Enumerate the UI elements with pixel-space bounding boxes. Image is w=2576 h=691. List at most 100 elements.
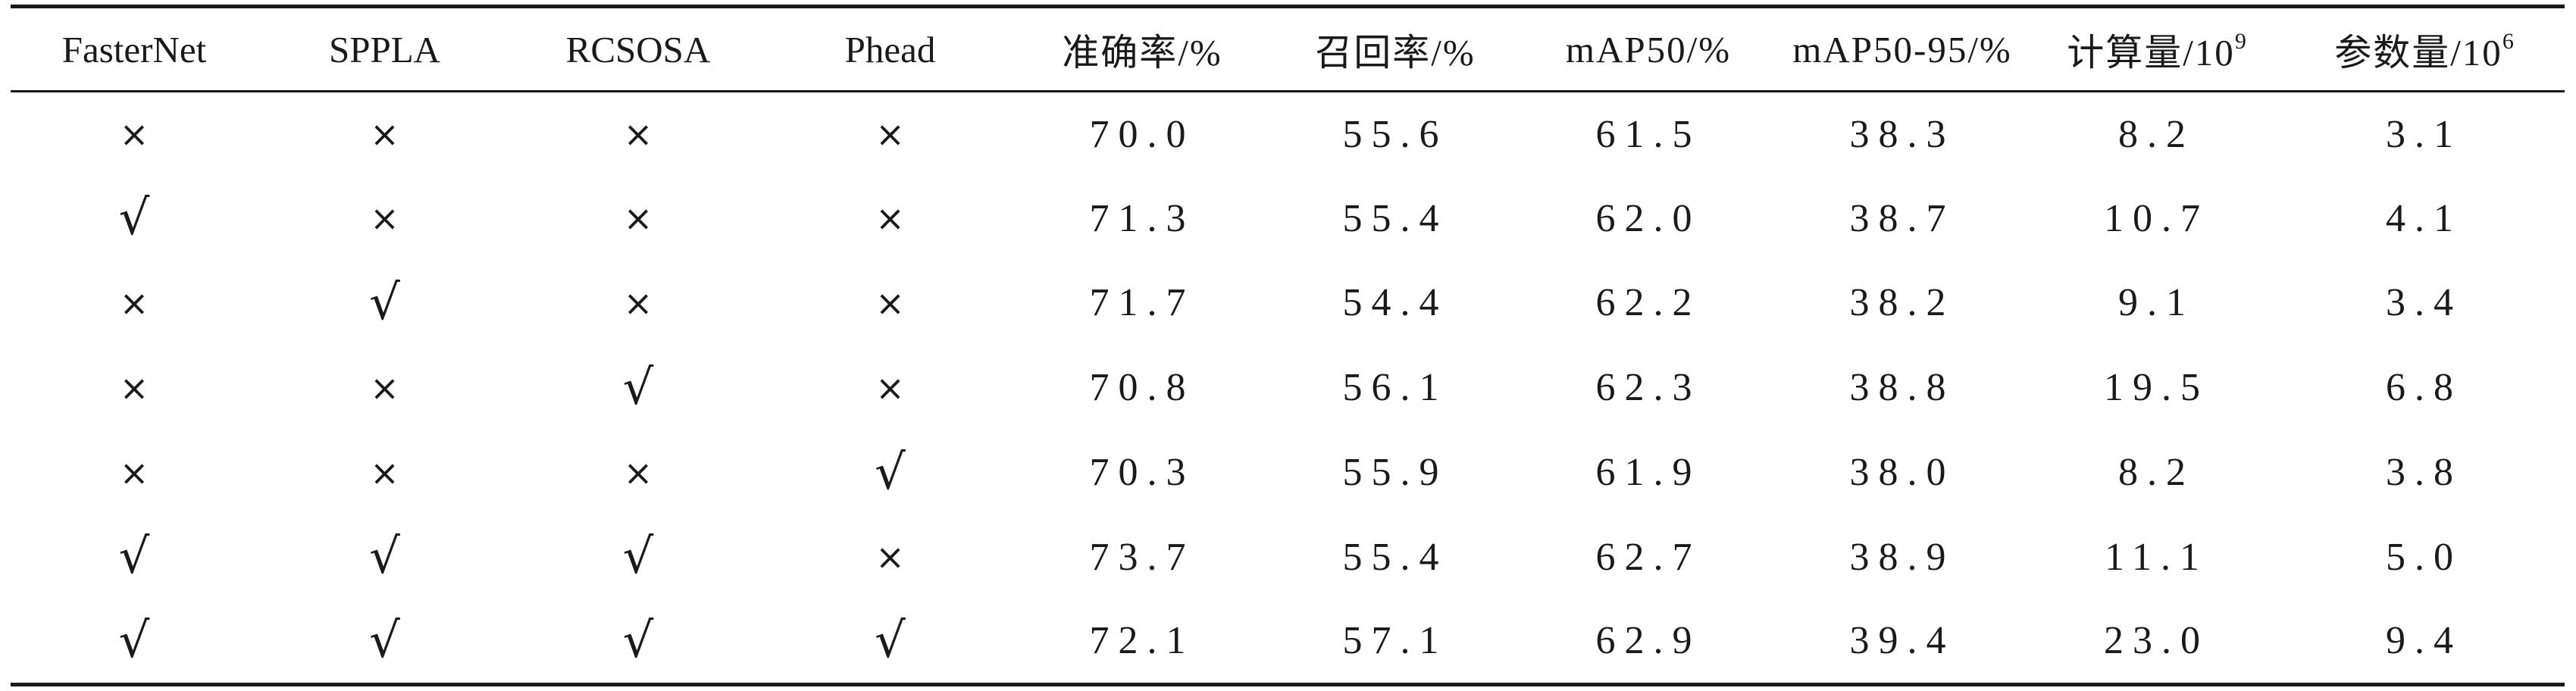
map50-value: 62.7 [1595,535,1701,579]
map50-value: 61.5 [1595,112,1701,156]
header-recall-label: 召回率/% [1315,31,1476,73]
rcsosa-check-mark: √ [622,529,654,586]
map50-value: 62.3 [1595,366,1701,410]
flops-value: 8.2 [2118,112,2195,156]
header-flops-label: 计算量/10 [2067,31,2235,73]
params-value: 5.0 [2386,535,2462,579]
sppla-cross-mark: × [370,367,399,408]
table-row: √ √ √ × 73.7 55.4 62.7 38.9 11.1 5.0 [11,514,2565,599]
header-map50-label: mAP50/% [1565,28,1732,70]
precision-value: 71.7 [1089,281,1195,325]
rcsosa-cross-mark: × [623,198,653,239]
fasternet-cross-mark: × [119,114,149,155]
precision-value: 70.8 [1089,366,1195,410]
table-body: × × × × 70.0 55.6 61.5 38.3 8.2 3.1 √ × × × 71.3 55.4 62… [11,92,2565,686]
fasternet-cross-mark: × [119,452,149,493]
params-value: 9.4 [2283,599,2565,686]
table-row: × × × √ 70.3 55.9 61.9 38.0 8.2 3.8 [11,430,2565,515]
phead-cross-mark: × [875,114,905,155]
table-header: FasterNet SPPLA RCSOSA Phead 准确率/% 召回率/%… [11,5,2565,92]
fasternet-check-mark: √ [118,529,150,586]
flops-value: 19.5 [2104,366,2209,410]
phead-cross-mark: × [875,367,905,408]
phead-cross-mark: × [875,536,905,578]
rcsosa-cross-mark: × [623,114,653,155]
recall-value: 55.4 [1342,196,1448,240]
precision-value: 70.0 [1089,112,1195,156]
table-row: × × × × 70.0 55.6 61.5 38.3 8.2 3.1 [11,92,2565,177]
map50-95-value: 38.3 [1849,112,1955,156]
params-value: 6.8 [2386,366,2462,410]
header-params-label: 参数量/10 [2334,31,2502,73]
precision-value: 73.7 [1089,535,1195,579]
header-map50: mAP50/% [1522,5,1775,92]
recall-value: 57.1 [1269,599,1522,686]
rcsosa-cross-mark: × [623,282,653,324]
sppla-check-mark: √ [369,274,400,331]
map50-95-value: 39.4 [1775,599,2030,686]
table-row: √ × × × 71.3 55.4 62.0 38.7 10.7 4.1 [11,176,2565,261]
phead-cross-mark: × [875,282,905,324]
phead-check-mark: √ [765,599,1016,686]
flops-value: 11.1 [2104,535,2209,579]
phead-cross-mark: × [875,198,905,239]
flops-value: 9.1 [2118,281,2195,325]
header-params-exponent: 6 [2502,28,2514,54]
table-row: √ √ √ √ 72.1 57.1 62.9 39.4 23.0 9.4 [11,599,2565,686]
map50-95-value: 38.0 [1849,451,1955,495]
header-map50-95-label: mAP50-95/% [1792,28,2012,70]
map50-95-value: 38.2 [1849,281,1955,325]
flops-value: 8.2 [2118,451,2195,495]
header-map50-95: mAP50-95/% [1775,5,2030,92]
map50-value: 62.2 [1595,281,1701,325]
rcsosa-check-mark: √ [622,359,654,416]
sppla-cross-mark: × [370,114,399,155]
sppla-cross-mark: × [370,198,399,239]
recall-value: 55.6 [1342,112,1448,156]
header-flops-exponent: 9 [2234,28,2246,54]
fasternet-cross-mark: × [119,367,149,408]
precision-value: 72.1 [1016,599,1269,686]
rcsosa-cross-mark: × [623,452,653,493]
sppla-check-mark: √ [258,599,512,686]
table-row: × × √ × 70.8 56.1 62.3 38.8 19.5 6.8 [11,346,2565,430]
ablation-table-container: FasterNet SPPLA RCSOSA Phead 准确率/% 召回率/%… [11,5,2565,686]
recall-value: 55.4 [1342,535,1448,579]
header-fasternet: FasterNet [11,5,258,92]
table-row: × √ × × 71.7 54.4 62.2 38.2 9.1 3.4 [11,261,2565,346]
header-recall: 召回率/% [1269,5,1522,92]
header-rcsosa: RCSOSA [512,5,765,92]
fasternet-check-mark: √ [11,599,258,686]
header-phead: Phead [765,5,1016,92]
fasternet-cross-mark: × [119,282,149,324]
fasternet-check-mark: √ [118,190,150,247]
params-value: 3.1 [2386,112,2462,156]
ablation-table: FasterNet SPPLA RCSOSA Phead 准确率/% 召回率/%… [11,5,2565,686]
sppla-check-mark: √ [369,529,400,586]
precision-value: 71.3 [1089,196,1195,240]
phead-check-mark: √ [875,444,906,501]
map50-95-value: 38.9 [1849,535,1955,579]
rcsosa-check-mark: √ [512,599,765,686]
header-params: 参数量/106 [2283,5,2565,92]
header-precision-label: 准确率/% [1062,31,1222,73]
sppla-cross-mark: × [370,452,399,493]
header-flops: 计算量/109 [2030,5,2283,92]
map50-value: 61.9 [1595,451,1701,495]
flops-value: 23.0 [2030,599,2283,686]
header-precision: 准确率/% [1016,5,1269,92]
params-value: 3.4 [2386,281,2462,325]
recall-value: 55.9 [1342,451,1448,495]
params-value: 3.8 [2386,451,2462,495]
map50-95-value: 38.7 [1849,196,1955,240]
recall-value: 54.4 [1342,281,1448,325]
params-value: 4.1 [2386,196,2462,240]
map50-value: 62.0 [1595,196,1701,240]
map50-value: 62.9 [1522,599,1775,686]
flops-value: 10.7 [2104,196,2209,240]
recall-value: 56.1 [1342,366,1448,410]
header-sppla: SPPLA [258,5,512,92]
header-row: FasterNet SPPLA RCSOSA Phead 准确率/% 召回率/%… [11,5,2565,92]
map50-95-value: 38.8 [1849,366,1955,410]
precision-value: 70.3 [1089,451,1195,495]
